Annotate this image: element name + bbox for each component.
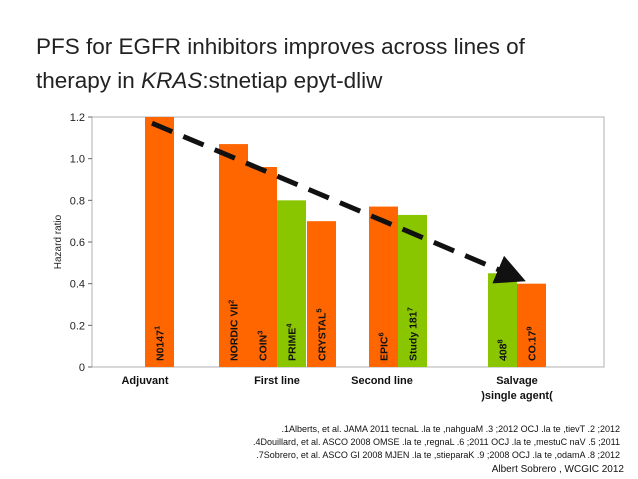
bar-label: COIN3 [256, 331, 270, 361]
reference-line: .7Sobrero, et al. ASCO GI 2008 MJEN .la … [256, 450, 620, 460]
bar-co-17 [517, 283, 546, 367]
bar-crystal [307, 221, 336, 367]
title-line-2-suffix: :stnetiap epyt-dliw [202, 68, 383, 93]
bar-label: NORDIC VII2 [227, 300, 241, 361]
bar-label-superscript: 4 [285, 323, 294, 328]
bar-study-181 [398, 214, 427, 367]
y-tick-label: 0 [79, 362, 85, 374]
y-tick-label: 1.0 [70, 154, 85, 166]
title-kras-italic: KRAS [141, 68, 203, 93]
bar-label-superscript: 2 [227, 300, 236, 304]
slide-credit: Albert Sobrero , WCGIC 2012 [491, 464, 624, 475]
title-line-1: PFS for EGFR inhibitors improves across … [36, 34, 525, 59]
bar-label-superscript: 3 [256, 331, 265, 335]
x-group-label: Adjuvant [121, 375, 168, 387]
y-tick-label: 0.8 [70, 195, 85, 207]
bar-n0147 [145, 117, 174, 367]
bar-label: N01471 [153, 326, 167, 361]
bar-label-superscript: 9 [525, 326, 534, 330]
y-tick-label: 1.2 [70, 112, 85, 124]
y-tick-label: 0.6 [70, 237, 85, 249]
y-tick-label: 0.2 [70, 320, 85, 332]
bar-prime [277, 200, 306, 367]
x-group-label: )single agent( [481, 390, 553, 402]
bar-label-superscript: 6 [377, 332, 386, 336]
bar-nordic-vii [219, 144, 248, 367]
title-line-2: therapy in KRAS:stnetiap epyt-dliw [36, 64, 626, 98]
bar-label: CO.179 [525, 326, 539, 361]
bar-label-superscript: 7 [406, 307, 415, 311]
bar-label-superscript: 5 [315, 308, 324, 312]
bar-label: CRYSTAL5 [315, 308, 329, 361]
x-group-label: Second line [351, 375, 413, 387]
y-axis-label: Hazard ratio [53, 214, 64, 269]
x-group-label: Salvage [496, 375, 538, 387]
y-tick-label: 0.4 [70, 279, 85, 291]
references: .1Alberts, et al. JAMA 2011 tecnaL .la t… [200, 423, 620, 462]
reference-line: .4Douillard, et al. ASCO 2008 OMSE .la t… [252, 437, 620, 447]
bar-epic [369, 206, 398, 367]
bar-label-superscript: 8 [496, 339, 505, 343]
slide-title: PFS for EGFR inhibitors improves across … [36, 30, 626, 98]
title-line-2-prefix: therapy in [36, 68, 142, 93]
x-group-label: First line [254, 375, 300, 387]
bar-label: EPIC6 [377, 332, 391, 361]
bar-label-superscript: 1 [153, 326, 162, 330]
bar-label: Study 1817 [406, 307, 420, 361]
reference-line: .1Alberts, et al. JAMA 2011 tecnaL .la t… [281, 424, 620, 434]
bar-coin [248, 167, 277, 367]
trend-arrow [151, 120, 526, 284]
bar-408 [488, 273, 517, 367]
bar-label: 4088 [496, 339, 510, 361]
bar-label: PRIME4 [285, 323, 299, 361]
